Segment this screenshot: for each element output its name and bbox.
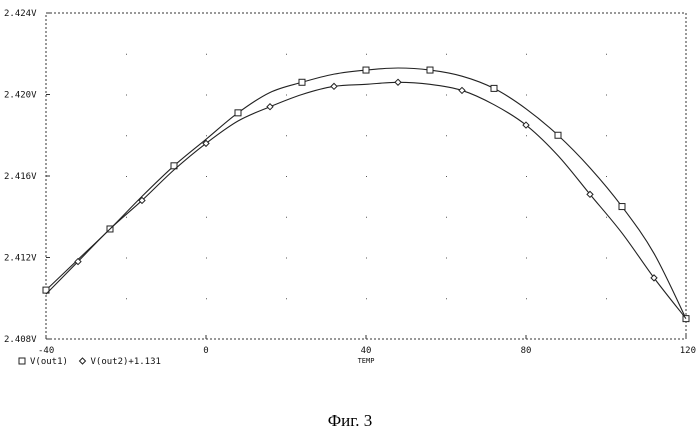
grid-dot [126,135,127,136]
y-tick-label: 2.412V [4,254,37,264]
data-point-2 [459,87,465,93]
grid-dot [126,298,127,299]
grid-dot [446,135,447,136]
grid-dot [286,298,287,299]
grid-dot [606,217,607,218]
grid-dot [206,95,207,96]
grid-dot [526,298,527,299]
y-tick-label: 2.416V [4,172,37,182]
data-point-1 [555,132,561,138]
legend-label-1: V(out1) [30,357,68,367]
grid-dot [526,258,527,259]
grid-dot [606,135,607,136]
grid-dot [206,135,207,136]
grid-dot [286,95,287,96]
grid-dot [606,54,607,55]
x-tick-label: 120 [680,346,696,356]
grid-dot [606,176,607,177]
data-point-1 [235,110,241,116]
grid-dot [606,298,607,299]
grid-dot [446,298,447,299]
grid-dot [526,217,527,218]
data-point-1 [427,67,433,73]
grid-dot [286,54,287,55]
grid-dot [286,217,287,218]
grid-dot [286,176,287,177]
grid-dot [126,217,127,218]
grid-dot [526,54,527,55]
legend-label-2: V(out2)+1.131 [91,357,161,367]
data-point-1 [363,67,369,73]
grid-dot [446,258,447,259]
grid-dot [366,95,367,96]
grid-dot [526,176,527,177]
grid-dot [206,217,207,218]
grid-dot [206,258,207,259]
grid-dot [366,135,367,136]
grid-dot [366,176,367,177]
grid-dot [446,217,447,218]
grid-dot [126,95,127,96]
legend-marker-1 [19,358,25,364]
data-point-1 [619,204,625,210]
grid-dot [286,135,287,136]
grid-dot [366,258,367,259]
grid-dot [126,258,127,259]
series-layer [43,67,689,322]
grid-dot [206,298,207,299]
grid-dot [526,95,527,96]
x-tick-label: -40 [38,346,54,356]
axis-labels: 2.408V 2.412V 2.416V 2.420V 2.424V -40 0 40 80 12… [4,9,696,356]
data-point-2 [395,79,401,85]
grid-dot [606,95,607,96]
x-axis-title: TEMP [358,357,375,365]
data-point-1 [491,85,497,91]
data-point-2 [331,83,337,89]
grid-dot [366,217,367,218]
legend: V(out1) V(out2)+1.131 [19,357,161,367]
grid-dot [126,176,127,177]
grid [126,54,607,300]
figure-caption: Фиг. 3 [328,411,373,430]
grid-dot [446,54,447,55]
y-tick-label: 2.420V [4,91,37,101]
x-tick-label: 0 [203,346,208,356]
x-tick-label: 40 [361,346,372,356]
grid-dot [446,95,447,96]
y-tick-label: 2.424V [4,9,37,19]
grid-dot [206,176,207,177]
grid-dot [606,258,607,259]
grid-dot [526,135,527,136]
grid-dot [286,258,287,259]
grid-dot [126,54,127,55]
legend-marker-2 [80,358,86,364]
grid-dot [366,298,367,299]
grid-dot [206,54,207,55]
grid-dot [366,54,367,55]
data-point-2 [267,104,273,110]
y-tick-label: 2.408V [4,335,37,345]
data-point-1 [299,79,305,85]
x-tick-label: 80 [521,346,532,356]
grid-dot [446,176,447,177]
